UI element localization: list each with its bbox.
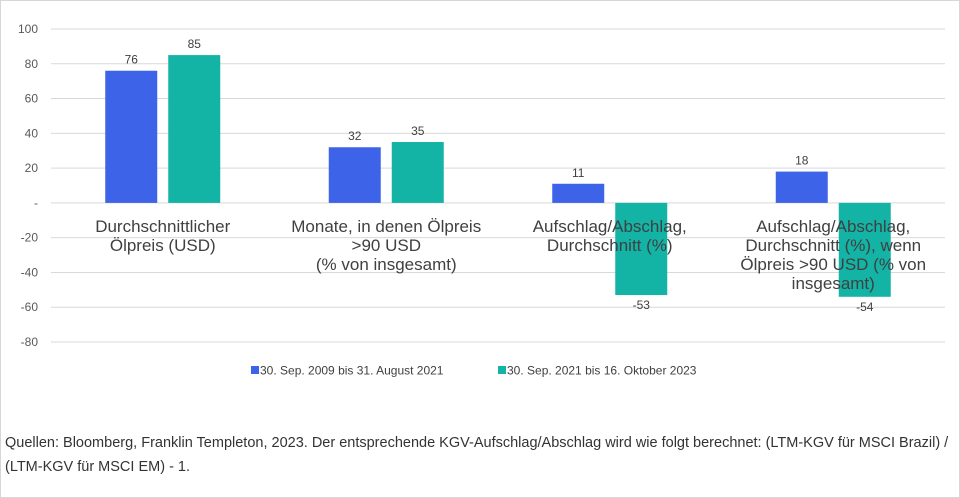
y-tick-label: -20 xyxy=(21,231,39,245)
bar xyxy=(838,202,891,297)
category-label: Aufschlag/Abschlag, xyxy=(533,217,687,236)
bar xyxy=(328,147,381,203)
category-label: (% von insgesamt) xyxy=(316,255,457,274)
data-label: 32 xyxy=(348,129,362,143)
data-label: 85 xyxy=(188,37,202,51)
bar xyxy=(105,70,158,203)
bar xyxy=(552,183,605,203)
bar xyxy=(775,171,828,203)
data-label: -54 xyxy=(856,300,874,314)
category-label: Durchschnitt (%) xyxy=(547,236,673,255)
bar xyxy=(615,202,668,296)
category-label: Durchschnitt (%), wenn xyxy=(745,236,921,255)
data-label: 11 xyxy=(572,166,585,180)
category-label: Monate, in denen Ölpreis xyxy=(291,217,481,236)
category-label: Durchschnittlicher xyxy=(95,217,230,236)
y-tick-label: 100 xyxy=(18,22,38,36)
y-tick-label: -40 xyxy=(21,265,39,279)
category-label: insgesamt) xyxy=(792,274,875,293)
y-tick-label: -80 xyxy=(21,335,39,349)
legend-label: 30. Sep. 2021 bis 16. Oktober 2023 xyxy=(507,364,697,378)
y-tick-label: 40 xyxy=(25,126,39,140)
data-label: 76 xyxy=(125,53,139,67)
legend-swatch xyxy=(498,366,506,374)
y-tick-label: 20 xyxy=(25,161,39,175)
data-label: 35 xyxy=(411,124,425,138)
source-note: Quellen: Bloomberg, Franklin Templeton, … xyxy=(5,435,949,475)
y-tick-label: 60 xyxy=(25,92,39,106)
legend-swatch xyxy=(251,366,259,374)
y-tick-label: 80 xyxy=(25,57,39,71)
bar-chart: 100 80 60 40 20 - -20 -40 -60 -80 76 85 Durchschnitt… xyxy=(18,22,945,378)
data-label: -53 xyxy=(633,298,651,312)
y-tick-label: -60 xyxy=(21,300,39,314)
data-label: 18 xyxy=(795,154,809,168)
bar xyxy=(168,55,221,203)
y-tick-label: - xyxy=(34,196,38,210)
category-label: >90 USD xyxy=(352,236,421,255)
category-label: Ölpreis >90 USD (% von xyxy=(740,255,926,274)
category-label: Ölpreis (USD) xyxy=(110,236,216,255)
bar xyxy=(391,142,444,203)
category-label: Aufschlag/Abschlag, xyxy=(756,217,910,236)
legend-label: 30. Sep. 2009 bis 31. August 2021 xyxy=(260,364,444,378)
